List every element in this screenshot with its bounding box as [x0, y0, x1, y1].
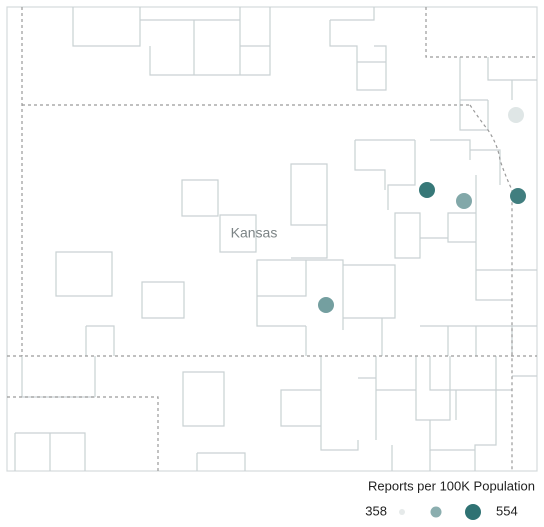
region-label: Kansas — [231, 225, 278, 241]
legend — [399, 504, 481, 520]
report-dot — [510, 188, 526, 204]
dots — [318, 107, 526, 313]
basemap — [6, 6, 538, 472]
report-dot — [508, 107, 524, 123]
legend-min-dot — [399, 509, 405, 515]
report-dot — [318, 297, 334, 313]
legend-title: Reports per 100K Population — [368, 478, 535, 493]
legend-min-label: 358 — [365, 503, 387, 518]
legend-max-dot — [465, 504, 481, 520]
county-lines — [14, 7, 537, 471]
report-dot — [419, 182, 435, 198]
legend-mid-dot — [430, 506, 442, 518]
state-borders — [7, 7, 537, 471]
report-dot — [456, 193, 472, 209]
legend-max-label: 554 — [496, 503, 518, 518]
